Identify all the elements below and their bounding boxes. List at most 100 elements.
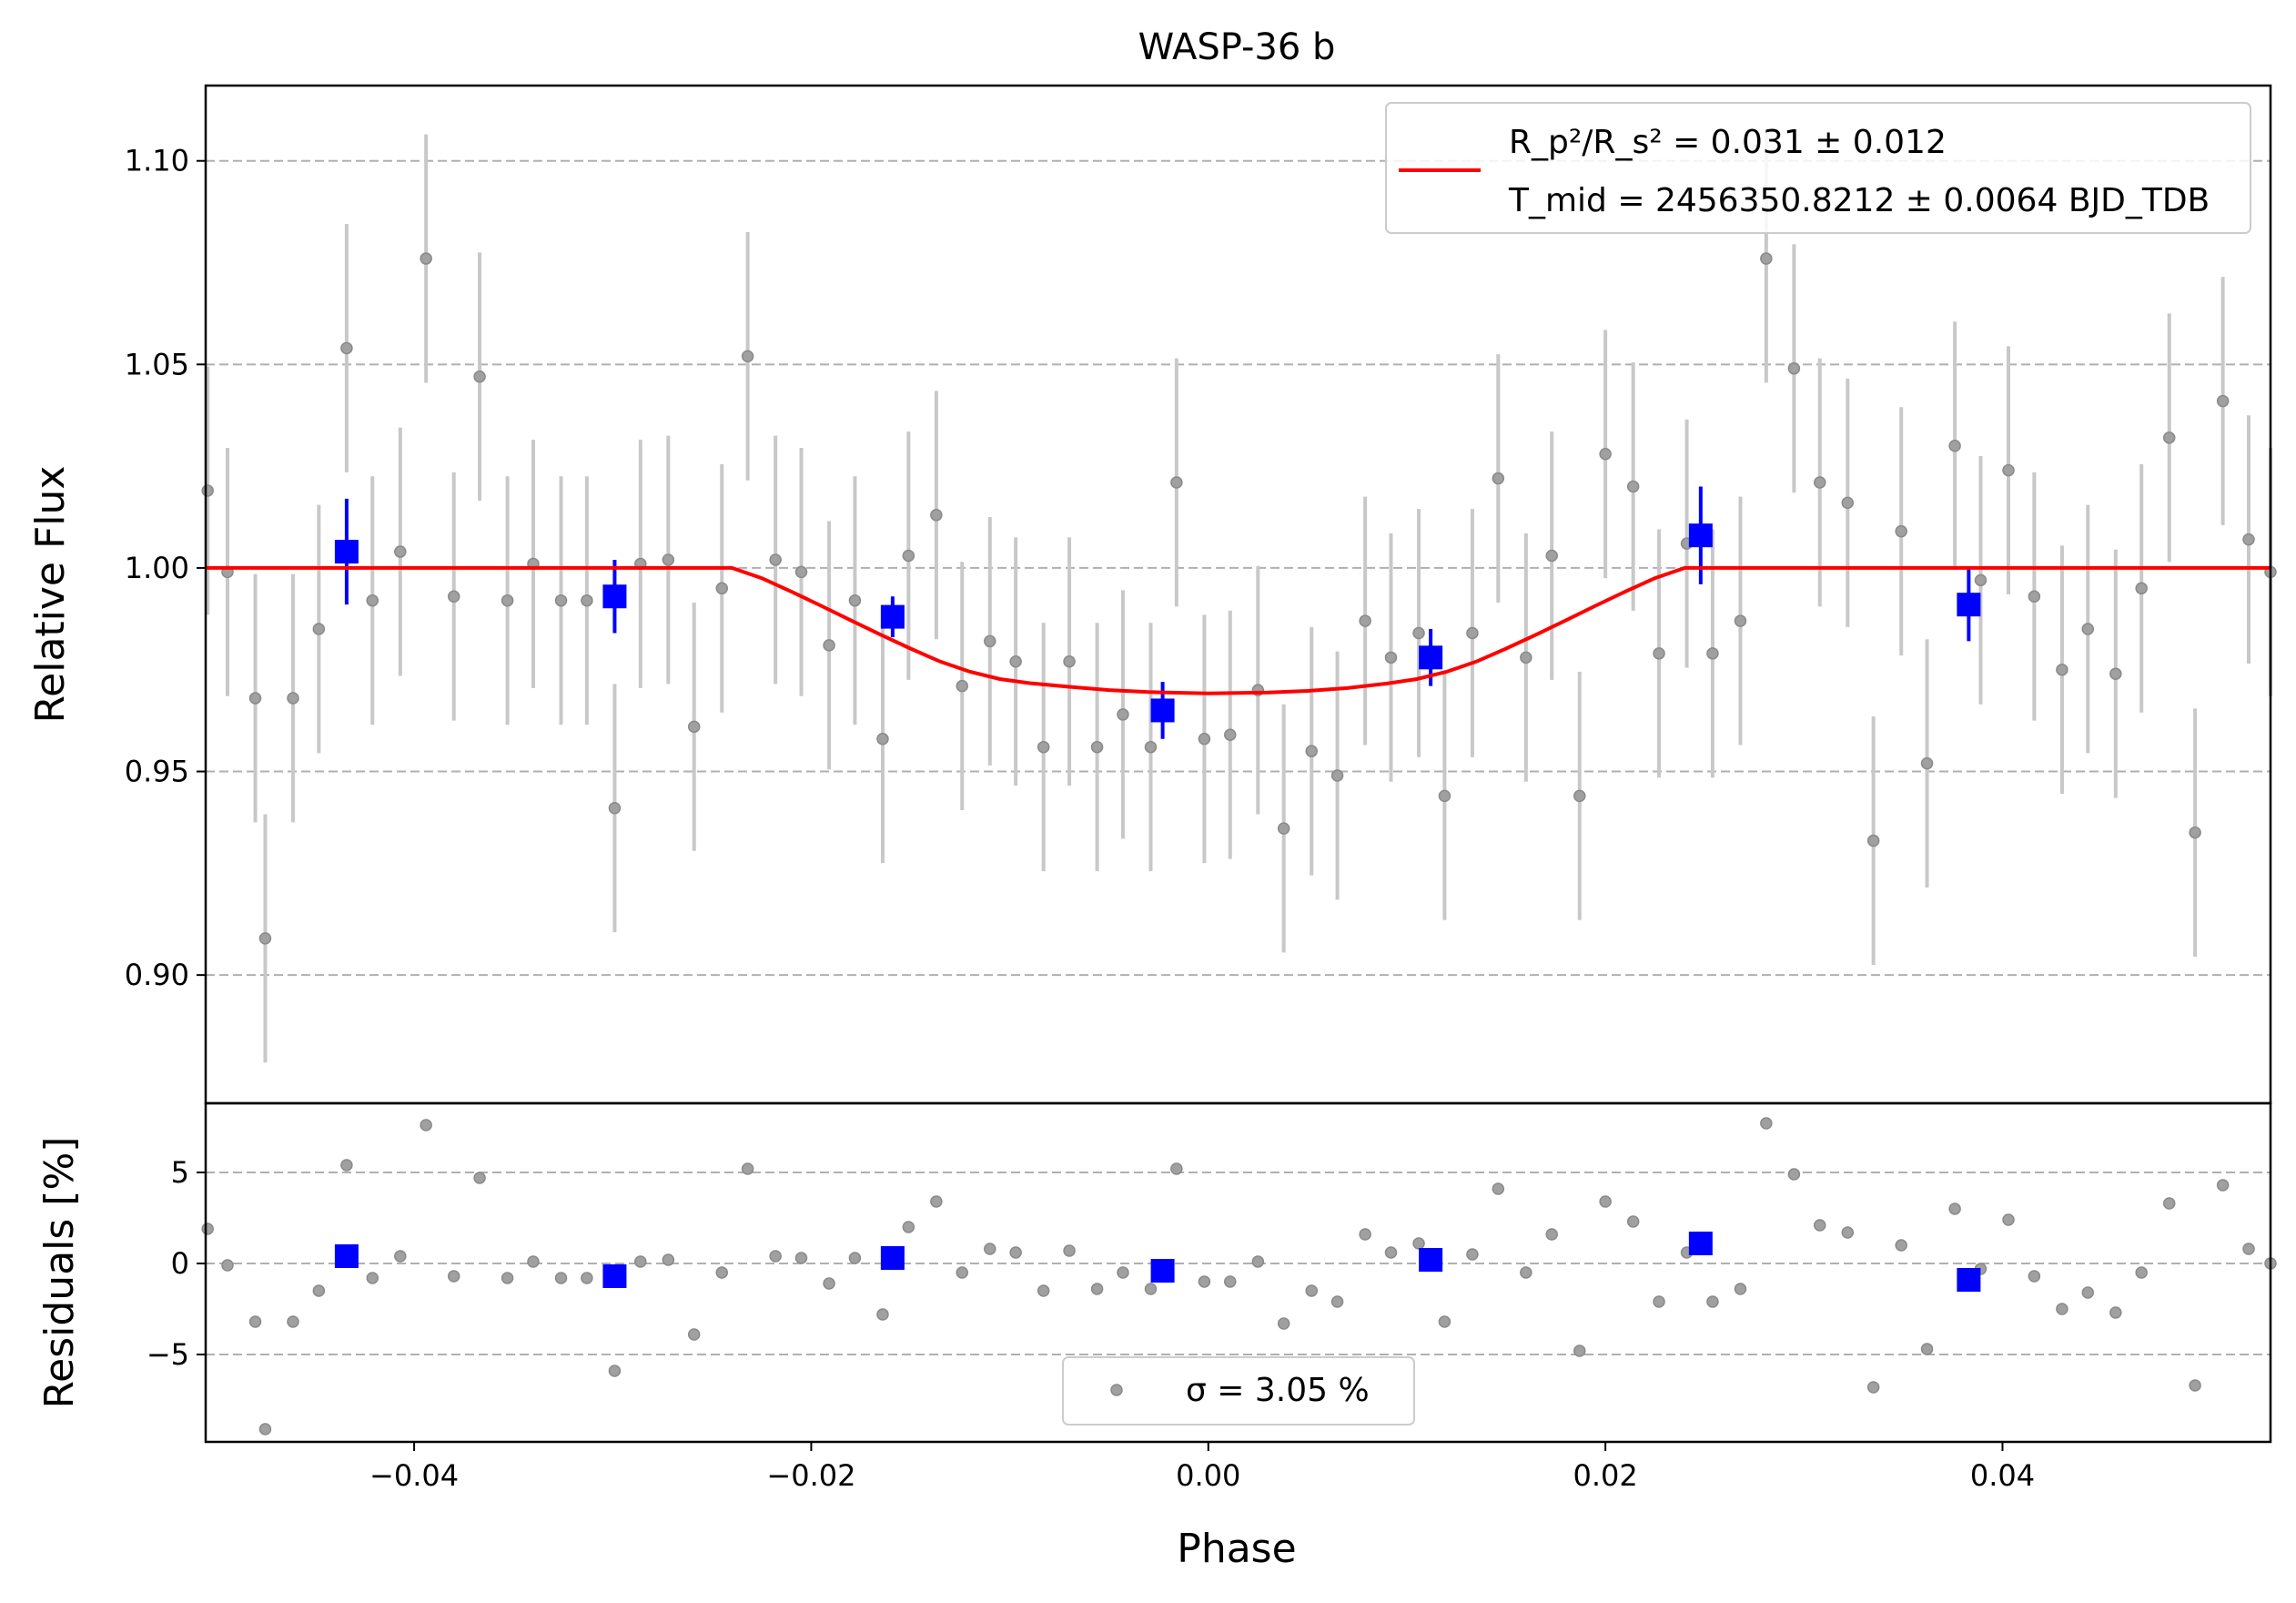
flux-data-point bbox=[1117, 708, 1129, 721]
flux-data-point bbox=[2002, 463, 2015, 477]
flux-data-point bbox=[420, 252, 432, 265]
phase-x-tick-label: 0.02 bbox=[1573, 1458, 1637, 1493]
residual-point bbox=[1760, 1117, 1773, 1130]
flux-binned-point bbox=[1150, 698, 1175, 723]
flux-data-point bbox=[1359, 614, 1371, 627]
residual-point bbox=[1009, 1246, 1022, 1259]
residual-point bbox=[1492, 1182, 1505, 1195]
residual-point bbox=[2056, 1303, 2068, 1315]
residual-point bbox=[1224, 1275, 1237, 1288]
residuals-legend-marker bbox=[1110, 1384, 1123, 1396]
residual-binned-point bbox=[334, 1244, 359, 1268]
flux-y-tick-label: 0.90 bbox=[125, 958, 189, 992]
flux-data-point bbox=[248, 692, 262, 705]
residual-point bbox=[1626, 1215, 1640, 1228]
flux-data-point bbox=[769, 553, 782, 566]
residual-point bbox=[2109, 1306, 2122, 1319]
residual-point bbox=[1599, 1195, 1612, 1208]
flux-data-point bbox=[2028, 590, 2041, 603]
residual-point bbox=[1653, 1295, 1665, 1308]
residual-point bbox=[794, 1252, 808, 1264]
flux-data-point bbox=[1277, 822, 1290, 835]
residual-point bbox=[930, 1195, 943, 1208]
residual-point bbox=[1466, 1248, 1479, 1261]
residual-point bbox=[1063, 1244, 1076, 1257]
residual-point bbox=[2028, 1270, 2041, 1283]
residual-point bbox=[1251, 1255, 1265, 1268]
flux-data-point bbox=[2056, 663, 2068, 676]
residuals-y-tick-label: 0 bbox=[171, 1246, 189, 1281]
residual-point bbox=[634, 1255, 647, 1268]
residual-point bbox=[501, 1272, 514, 1284]
residual-point bbox=[608, 1365, 622, 1377]
flux-data-point bbox=[340, 341, 353, 355]
residual-point bbox=[1734, 1283, 1747, 1295]
residual-point bbox=[1359, 1228, 1371, 1241]
residual-point bbox=[1170, 1162, 1183, 1175]
residual-point bbox=[1545, 1228, 1558, 1241]
flux-data-point bbox=[2216, 394, 2230, 408]
residual-point bbox=[715, 1266, 728, 1279]
flux-data-point bbox=[608, 802, 622, 815]
residual-point bbox=[1520, 1266, 1532, 1279]
residual-point bbox=[420, 1119, 432, 1131]
chart-title: WASP-36 b bbox=[1138, 26, 1336, 68]
flux-binned-point bbox=[334, 540, 359, 564]
residual-point bbox=[287, 1315, 299, 1328]
flux-data-point bbox=[2189, 826, 2201, 839]
residuals-panel: −5 0 5 −0.04 −0.02 0.00 0.02 0.04 Residuals [%… bbox=[36, 1101, 2277, 1572]
residual-point bbox=[1412, 1237, 1425, 1250]
flux-data-point bbox=[1599, 447, 1612, 461]
flux-y-tick-label: 1.00 bbox=[125, 551, 189, 585]
legend-sigma-text: σ = 3.05 % bbox=[1186, 1372, 1370, 1409]
flux-data-point bbox=[501, 594, 514, 607]
flux-data-point bbox=[930, 509, 943, 522]
flux-data-point bbox=[1974, 573, 1988, 587]
residual-point bbox=[221, 1259, 234, 1272]
flux-legend-box bbox=[1385, 102, 2251, 234]
flux-data-point bbox=[715, 582, 728, 595]
flux-legend: R_p²/R_s² = 0.031 ± 0.012 T_mid = 245635… bbox=[1385, 102, 2251, 234]
residual-point bbox=[876, 1308, 889, 1321]
residual-point bbox=[340, 1159, 353, 1172]
residual-point bbox=[1948, 1202, 1961, 1215]
flux-data-point bbox=[2135, 582, 2148, 595]
flux-data-point bbox=[312, 623, 326, 635]
residual-point bbox=[1438, 1315, 1451, 1328]
flux-y-axis-label: Relative Flux bbox=[27, 466, 74, 724]
residual-point bbox=[902, 1221, 915, 1233]
flux-binned-point bbox=[880, 604, 905, 629]
flux-data-point bbox=[1948, 440, 1961, 452]
flux-binned-point bbox=[1419, 645, 1443, 670]
flux-data-point bbox=[2242, 533, 2255, 546]
flux-y-tick-label: 1.05 bbox=[125, 347, 189, 381]
phase-x-tick-label: −0.04 bbox=[369, 1458, 459, 1493]
residual-point bbox=[1330, 1295, 1344, 1308]
residual-point bbox=[823, 1277, 835, 1290]
residual-binned-point bbox=[1150, 1259, 1175, 1283]
flux-data-point bbox=[1626, 480, 1640, 493]
flux-data-point bbox=[984, 634, 996, 648]
residuals-y-axis-label: Residuals [%] bbox=[36, 1137, 83, 1409]
phase-x-axis-label: Phase bbox=[1177, 1526, 1296, 1572]
residual-binned-point bbox=[602, 1264, 627, 1288]
residual-point bbox=[1037, 1284, 1050, 1297]
residual-binned-point bbox=[1688, 1232, 1713, 1255]
flux-binned-point bbox=[1688, 523, 1713, 548]
residual-point bbox=[1813, 1219, 1826, 1232]
residual-point bbox=[2216, 1179, 2230, 1192]
flux-data-point bbox=[2162, 431, 2176, 444]
flux-data-point bbox=[1545, 549, 1558, 563]
legend-depth-text: R_p²/R_s² = 0.031 ± 0.012 bbox=[1509, 124, 1947, 161]
flux-data-point bbox=[1224, 728, 1237, 742]
flux-data-point bbox=[366, 594, 379, 607]
flux-y-tick-label: 1.10 bbox=[125, 144, 189, 178]
flux-data-point bbox=[794, 565, 808, 579]
residual-point bbox=[2135, 1266, 2148, 1279]
flux-data-point bbox=[848, 594, 862, 607]
flux-data-point bbox=[2081, 623, 2095, 635]
residual-point bbox=[1573, 1344, 1586, 1357]
residual-point bbox=[1384, 1246, 1398, 1259]
flux-data-point bbox=[1384, 651, 1398, 665]
flux-data-point bbox=[1841, 496, 1855, 510]
